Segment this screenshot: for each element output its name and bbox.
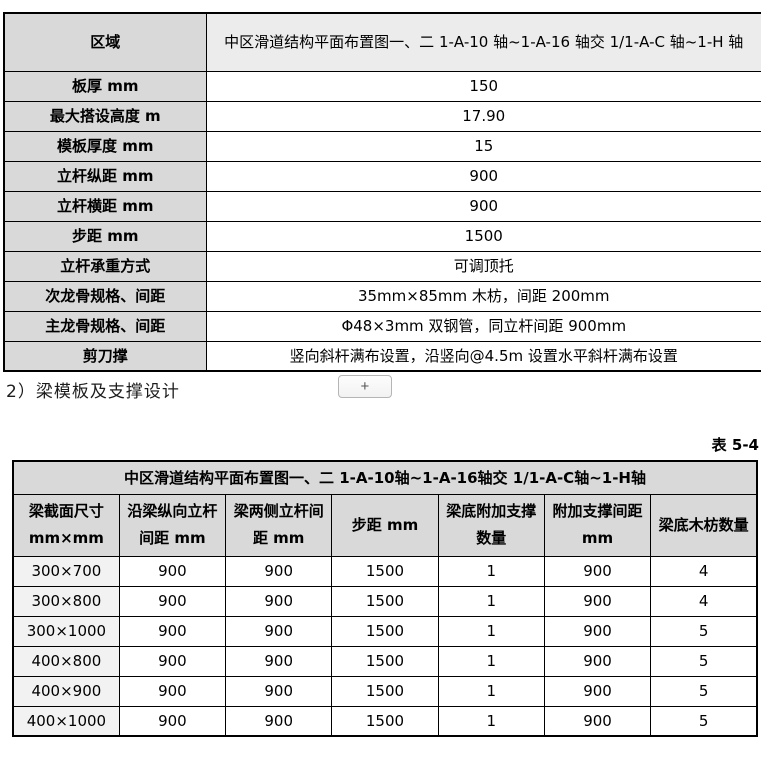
table-cell: 900: [543, 705, 652, 737]
table-row: 主龙骨规格、间距 Φ48×3mm 双钢管，同立杆间距 900mm: [3, 310, 761, 342]
table-row: 步距 mm 1500: [3, 220, 761, 252]
beam-size-cell: 400×900: [12, 675, 120, 707]
row-value: 中区滑道结构平面布置图一、二 1-A-10 轴~1-A-16 轴交 1/1-A-…: [205, 12, 761, 72]
table-cell: 900: [543, 555, 652, 587]
table-caption: 表 5-4: [711, 436, 759, 454]
table-row: 最大搭设高度 m 17.90: [3, 100, 761, 132]
row-label: 立杆承重方式: [3, 250, 207, 282]
section-heading: 2）梁模板及支撑设计: [6, 382, 180, 402]
table-cell: 900: [118, 645, 227, 677]
row-value: 竖向斜杆满布设置，沿竖向@4.5m 设置水平斜杆满布设置: [205, 340, 761, 372]
table-cell: 900: [225, 705, 333, 737]
column-header: 梁两侧立杆间距 mm: [225, 493, 333, 557]
column-header: 梁底木枋数量: [650, 493, 758, 557]
slab-formwork-spec-table: 区域 中区滑道结构平面布置图一、二 1-A-10 轴~1-A-16 轴交 1/1…: [3, 12, 761, 372]
row-value: 35mm×85mm 木枋，间距 200mm: [205, 280, 761, 312]
table-cell: 4: [650, 555, 758, 587]
row-value: 900: [205, 190, 761, 222]
table-cell: 1500: [331, 675, 439, 707]
table-row: 模板厚度 mm 15: [3, 130, 761, 162]
row-label: 主龙骨规格、间距: [3, 310, 207, 342]
table-row: 板厚 mm 150: [3, 70, 761, 102]
row-value: 15: [205, 130, 761, 162]
table-cell: 900: [118, 705, 227, 737]
table-cell: 900: [225, 615, 333, 647]
table-row: 立杆纵距 mm 900: [3, 160, 761, 192]
table-cell: 1500: [331, 555, 439, 587]
section-heading-row: 2）梁模板及支撑设计 +: [6, 375, 761, 407]
table-cell: 1: [437, 585, 545, 617]
table-cell: 900: [225, 675, 333, 707]
row-label: 区域: [3, 12, 207, 72]
table-cell: 1: [437, 705, 545, 737]
column-header: 步距 mm: [331, 493, 439, 557]
row-value: 可调顶托: [205, 250, 761, 282]
row-label: 剪刀撑: [3, 340, 207, 372]
table-cell: 900: [225, 585, 333, 617]
insert-content-button[interactable]: +: [337, 375, 392, 398]
table-cell: 900: [543, 615, 652, 647]
table-row: 300×700 900 900 1500 1 900 4: [12, 555, 758, 587]
table-cell: 5: [650, 615, 758, 647]
column-header: 附加支撑间距 mm: [543, 493, 652, 557]
table-cell: 1: [437, 675, 545, 707]
beam-size-cell: 400×1000: [12, 705, 120, 737]
table-row: 400×800 900 900 1500 1 900 5: [12, 645, 758, 677]
column-header: 梁底附加支撑数量: [437, 493, 545, 557]
beam-size-cell: 400×800: [12, 645, 120, 677]
table-cell: 900: [543, 645, 652, 677]
table-cell: 5: [650, 675, 758, 707]
table-row: 立杆横距 mm 900: [3, 190, 761, 222]
row-label: 模板厚度 mm: [3, 130, 207, 162]
table-cell: 900: [225, 645, 333, 677]
table-cell: 1: [437, 645, 545, 677]
table-cell: 900: [118, 615, 227, 647]
beam-formwork-spec-table: 中区滑道结构平面布置图一、二 1-A-10轴~1-A-16轴交 1/1-A-C轴…: [12, 460, 758, 737]
table-cell: 1500: [331, 585, 439, 617]
table-row: 立杆承重方式 可调顶托: [3, 250, 761, 282]
table-title-row: 中区滑道结构平面布置图一、二 1-A-10轴~1-A-16轴交 1/1-A-C轴…: [12, 460, 758, 495]
row-label: 次龙骨规格、间距: [3, 280, 207, 312]
table-cell: 1: [437, 555, 545, 587]
row-label: 最大搭设高度 m: [3, 100, 207, 132]
column-header-row: 梁截面尺寸 mm×mm 沿梁纵向立杆间距 mm 梁两侧立杆间距 mm 步距 mm…: [12, 493, 758, 557]
beam-size-cell: 300×800: [12, 585, 120, 617]
row-value: 900: [205, 160, 761, 192]
table-cell: 5: [650, 705, 758, 737]
table-row: 剪刀撑 竖向斜杆满布设置，沿竖向@4.5m 设置水平斜杆满布设置: [3, 340, 761, 372]
table-cell: 900: [118, 585, 227, 617]
table-row: 次龙骨规格、间距 35mm×85mm 木枋，间距 200mm: [3, 280, 761, 312]
table-cell: 1500: [331, 705, 439, 737]
row-label: 板厚 mm: [3, 70, 207, 102]
table-cell: 900: [225, 555, 333, 587]
table-title: 中区滑道结构平面布置图一、二 1-A-10轴~1-A-16轴交 1/1-A-C轴…: [12, 460, 758, 495]
table-cell: 1500: [331, 615, 439, 647]
beam-size-cell: 300×700: [12, 555, 120, 587]
row-label: 立杆横距 mm: [3, 190, 207, 222]
row-value: 17.90: [205, 100, 761, 132]
table-cell: 900: [543, 675, 652, 707]
row-value: 1500: [205, 220, 761, 252]
table-cell: 900: [118, 675, 227, 707]
table-cell: 900: [118, 555, 227, 587]
row-value: 150: [205, 70, 761, 102]
table-row: 400×900 900 900 1500 1 900 5: [12, 675, 758, 707]
table-row: 区域 中区滑道结构平面布置图一、二 1-A-10 轴~1-A-16 轴交 1/1…: [3, 12, 761, 72]
plus-icon: +: [360, 378, 370, 395]
column-header: 梁截面尺寸 mm×mm: [12, 493, 120, 557]
table-row: 300×1000 900 900 1500 1 900 5: [12, 615, 758, 647]
table-cell: 4: [650, 585, 758, 617]
table-row: 400×1000 900 900 1500 1 900 5: [12, 705, 758, 737]
table-cell: 1500: [331, 645, 439, 677]
column-header: 沿梁纵向立杆间距 mm: [118, 493, 227, 557]
table-cell: 1: [437, 615, 545, 647]
table-cell: 900: [543, 585, 652, 617]
table-row: 300×800 900 900 1500 1 900 4: [12, 585, 758, 617]
row-label: 步距 mm: [3, 220, 207, 252]
beam-size-cell: 300×1000: [12, 615, 120, 647]
row-label: 立杆纵距 mm: [3, 160, 207, 192]
row-value: Φ48×3mm 双钢管，同立杆间距 900mm: [205, 310, 761, 342]
table-cell: 5: [650, 645, 758, 677]
